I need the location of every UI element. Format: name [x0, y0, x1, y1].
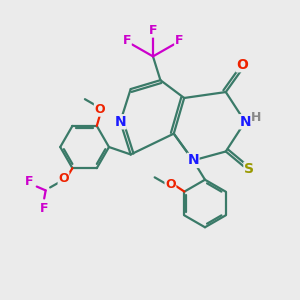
Text: O: O — [58, 172, 69, 185]
Text: O: O — [94, 103, 105, 116]
Text: O: O — [236, 58, 248, 72]
Text: H: H — [251, 111, 262, 124]
Text: S: S — [244, 162, 254, 176]
Text: F: F — [149, 24, 157, 37]
Text: N: N — [115, 115, 126, 129]
Text: N: N — [187, 153, 199, 167]
Text: F: F — [123, 34, 131, 46]
Text: O: O — [165, 178, 176, 191]
Text: F: F — [40, 202, 48, 215]
Text: F: F — [25, 175, 33, 188]
Text: F: F — [175, 34, 183, 46]
Text: N: N — [239, 115, 251, 129]
